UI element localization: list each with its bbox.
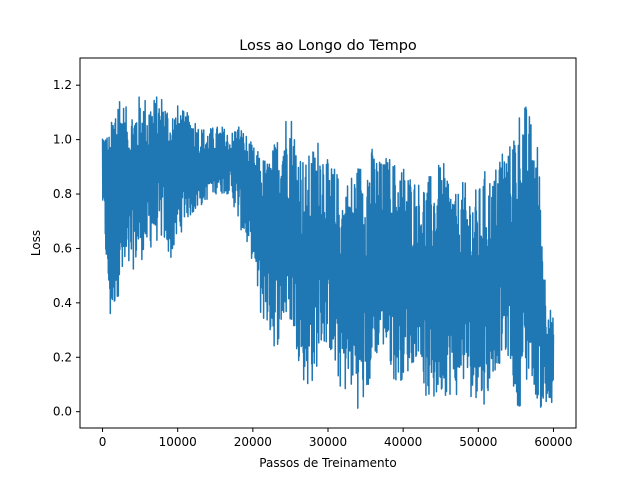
x-tick-label: 60000 xyxy=(534,435,572,449)
x-tick-label: 20000 xyxy=(234,435,272,449)
y-tick-label: 0.8 xyxy=(53,187,72,201)
y-axis: 0.0 0.2 0.4 0.6 0.8 1.0 1.2 xyxy=(53,78,80,419)
loss-series-line xyxy=(101,96,555,409)
y-tick-label: 0.0 xyxy=(53,405,72,419)
x-axis-label: Passos de Treinamento xyxy=(259,456,396,470)
y-tick-label: 0.6 xyxy=(53,241,72,255)
y-tick-label: 1.0 xyxy=(53,133,72,147)
x-tick-label: 40000 xyxy=(384,435,422,449)
x-tick-label: 10000 xyxy=(159,435,197,449)
chart-title: Loss ao Longo do Tempo xyxy=(239,38,417,54)
x-tick-label: 0 xyxy=(99,435,107,449)
x-axis: 0 10000 20000 30000 40000 50000 60000 xyxy=(99,428,573,449)
plot-area xyxy=(101,96,555,409)
x-tick-label: 30000 xyxy=(309,435,347,449)
y-tick-label: 0.2 xyxy=(53,350,72,364)
x-tick-label: 50000 xyxy=(459,435,497,449)
y-axis-label: Loss xyxy=(29,230,43,256)
y-tick-label: 1.2 xyxy=(53,78,72,92)
y-tick-label: 0.4 xyxy=(53,296,72,310)
